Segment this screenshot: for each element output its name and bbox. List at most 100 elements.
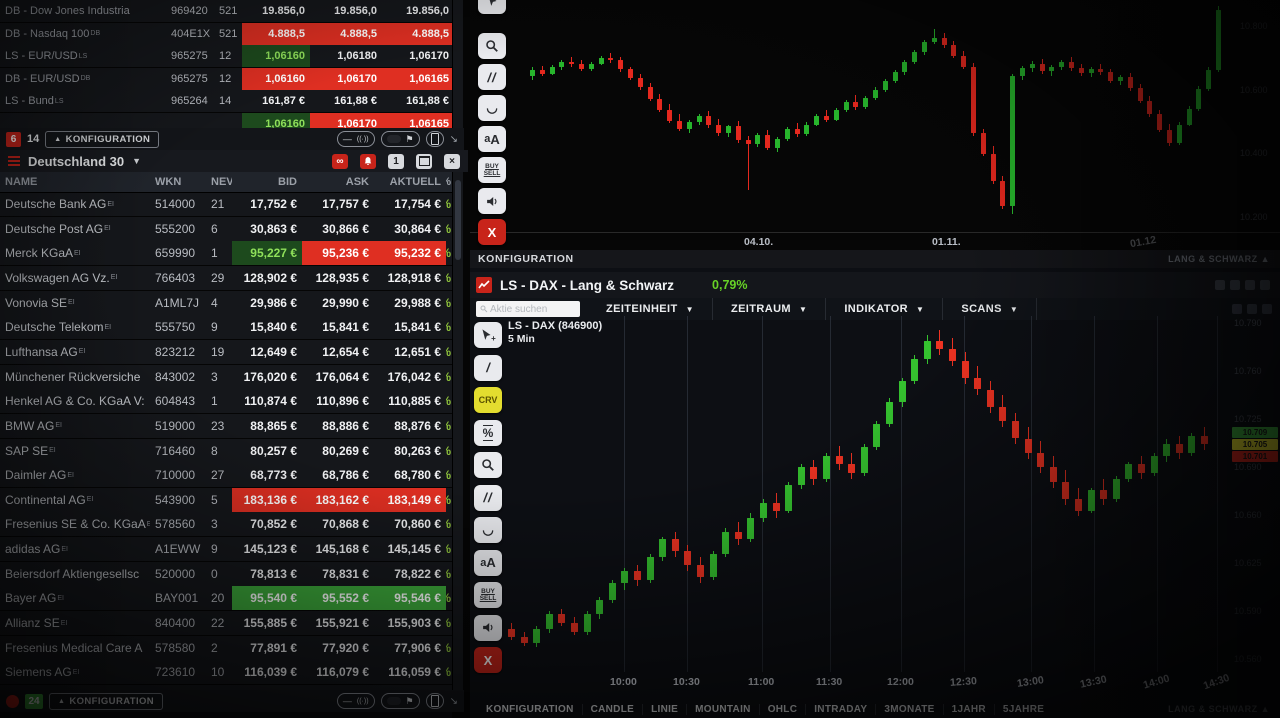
- table-row[interactable]: Henkel AG & Co. KGaA V: 604843 1 110,874 € 1…: [0, 389, 452, 415]
- window-control-icon[interactable]: [1245, 280, 1255, 290]
- close-icon[interactable]: X: [474, 647, 502, 673]
- daily-chart-plot[interactable]: 10.800 10.600 10.400 10.200: [470, 0, 1280, 232]
- table-row[interactable]: Volkswagen AG Vz. EI 766403 29 128,902 € 128,…: [0, 265, 452, 291]
- link-icon[interactable]: ∞: [332, 153, 348, 169]
- table-row[interactable]: Siemens AG EI 723610 10 116,039 € 116,079 € 11…: [0, 660, 452, 686]
- intraday-chart-plot[interactable]: LS - DAX (846900) 5 Min 10:00 10:30 11:00 1…: [470, 316, 1280, 698]
- zoom-icon[interactable]: [478, 33, 506, 59]
- cursor-tool-icon[interactable]: [478, 0, 506, 14]
- konfiguration-bar[interactable]: KONFIGURATION LANG & SCHWARZ ▲: [470, 250, 1280, 268]
- sound-icon[interactable]: [474, 614, 502, 641]
- table-row[interactable]: Continental AG EI 543900 5 183,136 €183,162 …: [0, 487, 452, 513]
- phone-icon[interactable]: [425, 693, 444, 709]
- footer-mode-5jahre[interactable]: 5JAHRE: [1002, 703, 1045, 715]
- footer-mode-mountain[interactable]: MOUNTAIN: [687, 703, 760, 715]
- konfiguration-label[interactable]: KONFIGURATION: [478, 253, 574, 265]
- column-header[interactable]: WKN: [155, 176, 182, 188]
- watchlist-row[interactable]: LS - EUR/USD LS 965275 12 1,06160 1,06180 1,06…: [0, 45, 452, 69]
- footer-mode-candle[interactable]: CANDLE: [583, 703, 644, 715]
- column-header[interactable]: NAME: [5, 176, 38, 188]
- parallel-lines-icon[interactable]: //: [474, 484, 502, 511]
- candle-body: [765, 135, 771, 148]
- footer-konfiguration-button[interactable]: KONFIGURATION: [478, 703, 583, 715]
- flag-toggle[interactable]: ⚑: [380, 131, 420, 147]
- stock-search[interactable]: [476, 301, 580, 317]
- minimize-toggle[interactable]: — ((·)): [336, 693, 375, 709]
- table-row[interactable]: Lufthansa AG EI 823212 19 12,649 € 12,654 € 12…: [0, 339, 452, 365]
- scrollbar-handle[interactable]: [455, 180, 461, 260]
- column-header[interactable]: ASK: [345, 176, 369, 188]
- chevron-down-icon[interactable]: ▼: [132, 156, 142, 166]
- table-row[interactable]: Deutsche Bank AG EI 514000 21 17,752 € 17,757…: [0, 192, 452, 217]
- bell-icon[interactable]: [360, 153, 376, 169]
- candle-body: [911, 359, 919, 381]
- minimize-toggle[interactable]: — ((·)): [336, 131, 375, 147]
- close-icon[interactable]: ×: [444, 153, 460, 169]
- search-input[interactable]: [488, 302, 572, 316]
- column-header[interactable]: BID: [278, 176, 297, 188]
- left-panel: DB - Dow Jones Industria 969420 521 19.856,…: [0, 0, 468, 718]
- percent-tool-icon[interactable]: %: [474, 419, 502, 446]
- parallel-lines-icon[interactable]: //: [478, 64, 506, 90]
- footer-mode-1jahr[interactable]: 1JAHR: [944, 703, 995, 715]
- resize-icon[interactable]: ↘: [449, 695, 458, 707]
- sound-icon[interactable]: [478, 188, 506, 214]
- intraday-chart-panel: LS - DAX - Lang & Schwarz 0,79% ZEITEINH…: [470, 268, 1280, 718]
- flag-toggle[interactable]: ⚑: [380, 693, 420, 709]
- buy-sell-button[interactable]: BUY SELL: [478, 157, 506, 183]
- footer-mode-intraday[interactable]: INTRADAY: [806, 703, 877, 715]
- column-header[interactable]: %: [446, 172, 456, 192]
- aktuell-cell: 88,876 €: [394, 418, 441, 433]
- window-icon[interactable]: [416, 153, 432, 169]
- crv-tool-button[interactable]: CRV: [474, 387, 502, 413]
- konfiguration-button[interactable]: ▲ KONFIGURATION: [45, 130, 160, 148]
- table-row[interactable]: Fresenius SE & Co. KGaA E 578560 3 70,852 € 7…: [0, 512, 452, 538]
- watchlist-row[interactable]: LS - Bund LS 965264 14 161,87 € 161,88 € 161,8…: [0, 90, 452, 114]
- candle-body: [823, 455, 830, 479]
- list-title[interactable]: Deutschland 30: [28, 153, 125, 169]
- candle-body: [1138, 464, 1145, 474]
- footer-mode-3monate[interactable]: 3MONATE: [876, 703, 944, 715]
- table-row[interactable]: Beiersdorf Aktiengesellsc 520000 0 78,813 €…: [0, 561, 452, 587]
- window-control-icon[interactable]: [1260, 280, 1270, 290]
- line-tool-icon[interactable]: /: [474, 354, 502, 381]
- watchlist-row[interactable]: DB - EUR/USD DB 965275 12 1,06160 1,06170 1,06…: [0, 67, 452, 91]
- table-row[interactable]: Bayer AG EI BAY001 20 95,540 €95,552 €95,546…: [0, 586, 452, 612]
- table-row[interactable]: Deutsche Post AG EI 555200 6 30,863 € 30,866 …: [0, 216, 452, 242]
- candle-body: [709, 553, 717, 577]
- footer-mode-ohlc[interactable]: OHLC: [760, 703, 807, 715]
- scrollbar[interactable]: [452, 0, 463, 712]
- candle-body: [784, 129, 790, 140]
- table-row[interactable]: Fresenius Medical Care A 578580 2 77,891 € 7…: [0, 635, 452, 661]
- table-row[interactable]: Merck KGaA EI 659990 1 95,227 €95,236 €95,23…: [0, 241, 452, 267]
- buy-sell-button[interactable]: BUY SELL: [474, 582, 502, 608]
- close-icon[interactable]: X: [478, 219, 506, 245]
- table-row[interactable]: Vonovia SE EI A1ML7J 4 29,986 € 29,990 € 29,98…: [0, 290, 452, 316]
- window-control-icon[interactable]: [1230, 280, 1240, 290]
- konfiguration-button[interactable]: ▲ KONFIGURATION: [49, 692, 164, 710]
- window-control-icon[interactable]: [1215, 280, 1225, 290]
- resize-icon[interactable]: ↘: [449, 133, 458, 145]
- footer-mode-linie[interactable]: LINIE: [643, 703, 688, 715]
- phone-icon[interactable]: [425, 131, 444, 147]
- menu-icon[interactable]: [8, 156, 20, 166]
- table-row[interactable]: Münchener Rückversiche 843002 3 176,020 € 17…: [0, 364, 452, 390]
- table-row[interactable]: Allianz SE EI 840400 22 155,885 € 155,921 € 15…: [0, 611, 452, 637]
- table-row[interactable]: BMW AG EI 519000 23 88,865 € 88,886 € 88,876 €…: [0, 413, 452, 439]
- table-row[interactable]: adidas AG EI A1EWW 9 145,123 € 145,168 € 145,1…: [0, 537, 452, 563]
- curve-tool-icon[interactable]: ◡: [474, 517, 502, 543]
- watchlist-row[interactable]: DB - Dow Jones Industria 969420 521 19.856,…: [0, 0, 452, 23]
- cursor-tool-icon[interactable]: +: [474, 322, 502, 348]
- layout-1-button[interactable]: 1: [388, 153, 404, 169]
- table-row[interactable]: Daimler AG EI 710000 27 68,773 € 68,786 € 68,7…: [0, 463, 452, 489]
- column-header[interactable]: NEV: [211, 176, 232, 188]
- zoom-icon[interactable]: [474, 452, 502, 478]
- watchlist-row[interactable]: 1,06160 1,06170 1,06165: [0, 113, 452, 128]
- curve-tool-icon[interactable]: ◡: [478, 95, 506, 121]
- table-row[interactable]: Deutsche Telekom EI 555750 9 15,840 € 15,841 …: [0, 315, 452, 341]
- column-header[interactable]: AKTUELL: [389, 176, 441, 188]
- watchlist-row[interactable]: DB - Nasdaq 100 DB 404E1X 521 4.888,5 4.888,5…: [0, 22, 452, 46]
